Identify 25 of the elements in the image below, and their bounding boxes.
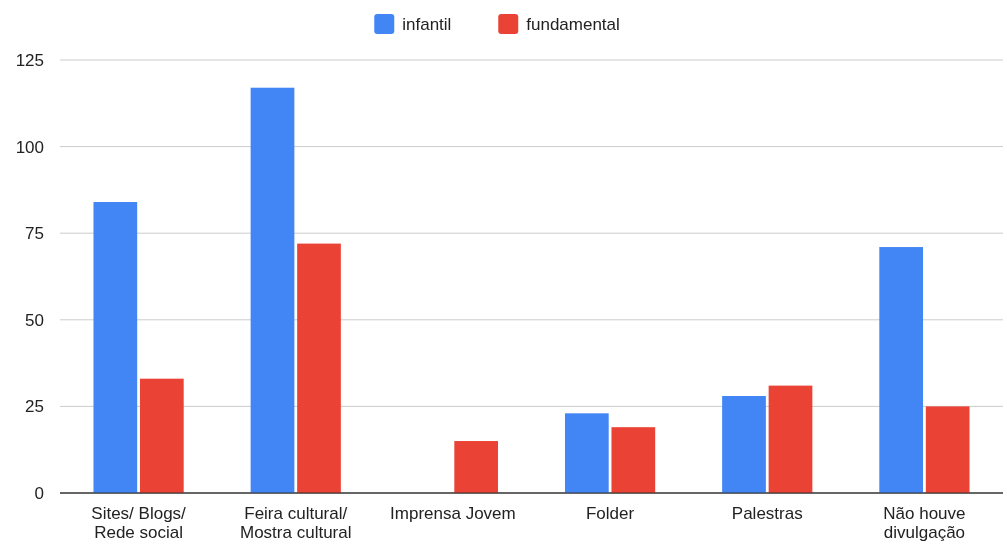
- y-tick-label: 100: [15, 137, 44, 157]
- bar: [93, 202, 138, 493]
- x-tick-label: Feira cultural/ Mostra cultural: [240, 504, 352, 542]
- x-tick-label: Imprensa Jovem: [390, 504, 516, 523]
- legend-label: infantil: [402, 14, 452, 34]
- bar: [250, 87, 295, 493]
- bar: [768, 385, 813, 493]
- bar: [925, 406, 970, 493]
- bar: [879, 247, 924, 493]
- y-tick-label: 75: [25, 224, 44, 244]
- x-tick-label: Folder: [585, 504, 635, 523]
- bar: [297, 243, 341, 493]
- bar: [722, 396, 766, 493]
- bar: [139, 378, 184, 493]
- bar: [564, 413, 609, 493]
- x-tick-label: Não houve divulgação: [883, 504, 966, 542]
- y-tick-label: 125: [15, 50, 44, 70]
- bar: [611, 427, 656, 493]
- x-tick-label: Sites/ Blogs/ Rede social: [91, 504, 187, 542]
- legend-label: fundamental: [526, 14, 620, 34]
- y-tick-label: 25: [25, 397, 44, 417]
- bar: [454, 441, 499, 493]
- x-tick-label: Palestras: [731, 504, 803, 523]
- y-tick-label: 50: [25, 310, 44, 330]
- y-tick-label: 0: [34, 483, 44, 503]
